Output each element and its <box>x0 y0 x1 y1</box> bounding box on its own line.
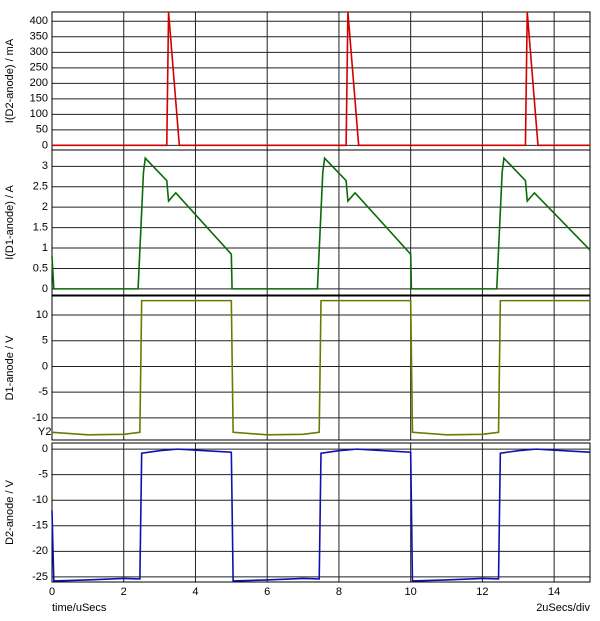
y-tick-label: -20 <box>32 545 48 557</box>
y-tick-label: 0 <box>42 283 48 295</box>
x-tick-label: 2 <box>121 586 127 598</box>
plot-frame <box>51 11 591 151</box>
y-tick-label: 400 <box>30 15 48 27</box>
y-tick-label: 2 <box>42 201 48 213</box>
y-axis-label: D1-anode / V <box>4 335 16 400</box>
y-tick-label: 1.5 <box>33 222 48 234</box>
series-line <box>51 156 591 290</box>
y-tick-label: 10 <box>36 309 48 321</box>
x-tick-label: 8 <box>336 586 342 598</box>
series-line <box>52 11 590 147</box>
y-tick-label: -10 <box>32 494 48 506</box>
y-tick-label: -25 <box>32 571 48 583</box>
y-tick-label: 0 <box>42 139 48 151</box>
y-tick-label: 350 <box>30 31 48 43</box>
y-tick-label: 0.5 <box>33 262 48 274</box>
y-tick-label: 150 <box>30 93 48 105</box>
annotation: Y2 <box>38 426 51 438</box>
y-axis-label: I(D2-anode) / mA <box>4 38 16 123</box>
plot-frame <box>51 295 591 441</box>
y-tick-label: 50 <box>36 124 48 136</box>
y-tick-label: 2.5 <box>33 181 48 193</box>
x-tick-label: 0 <box>49 586 55 598</box>
y-tick-label: 5 <box>42 335 48 347</box>
y-tick-label: -10 <box>32 412 48 424</box>
y-tick-label: 3 <box>42 160 48 172</box>
y-axis-label: I(D1-anode) / A <box>4 185 16 260</box>
series-line <box>51 299 590 436</box>
y-tick-label: -5 <box>38 469 48 481</box>
y-tick-label: 250 <box>30 62 48 74</box>
y-tick-label: 0 <box>42 360 48 372</box>
x-tick-label: 6 <box>264 586 270 598</box>
x-scale-label: 2uSecs/div <box>536 602 590 614</box>
plot-frame <box>51 149 591 296</box>
y-tick-label: 200 <box>30 77 48 89</box>
y-tick-label: 300 <box>30 46 48 58</box>
y-tick-label: 1 <box>42 242 48 254</box>
x-tick-label: 10 <box>405 586 417 598</box>
x-tick-label: 4 <box>192 586 198 598</box>
y-tick-label: 0 <box>42 443 48 455</box>
x-tick-label: 12 <box>476 586 488 598</box>
y-tick-label: 100 <box>30 108 48 120</box>
y-axis-label: D2-anode / V <box>4 479 16 544</box>
x-tick-label: 14 <box>548 586 560 598</box>
x-axis-label: time/uSecs <box>52 602 107 614</box>
y-tick-label: -15 <box>32 520 48 532</box>
y-tick-label: -5 <box>38 386 48 398</box>
series-line <box>51 448 591 582</box>
